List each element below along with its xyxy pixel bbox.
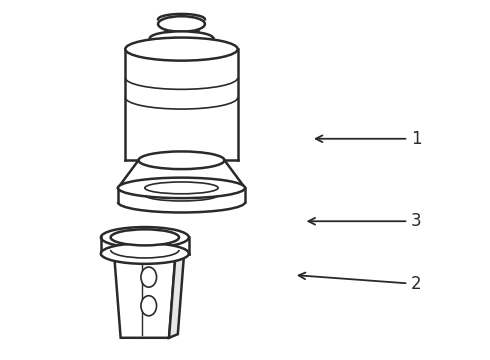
Ellipse shape bbox=[150, 31, 213, 45]
Ellipse shape bbox=[141, 296, 157, 316]
Ellipse shape bbox=[165, 34, 197, 42]
Ellipse shape bbox=[145, 182, 218, 194]
Ellipse shape bbox=[111, 229, 179, 246]
Polygon shape bbox=[169, 250, 184, 338]
Text: 3: 3 bbox=[308, 212, 422, 230]
Ellipse shape bbox=[158, 16, 205, 32]
Text: 1: 1 bbox=[316, 130, 422, 148]
Ellipse shape bbox=[118, 177, 245, 198]
Polygon shape bbox=[125, 49, 238, 160]
Ellipse shape bbox=[141, 267, 157, 287]
Polygon shape bbox=[114, 253, 175, 338]
Polygon shape bbox=[150, 39, 213, 49]
Text: 2: 2 bbox=[298, 273, 422, 293]
Ellipse shape bbox=[150, 42, 213, 56]
Ellipse shape bbox=[101, 227, 189, 248]
Ellipse shape bbox=[101, 243, 189, 264]
Ellipse shape bbox=[125, 37, 238, 60]
Ellipse shape bbox=[139, 152, 224, 169]
Polygon shape bbox=[118, 188, 245, 202]
